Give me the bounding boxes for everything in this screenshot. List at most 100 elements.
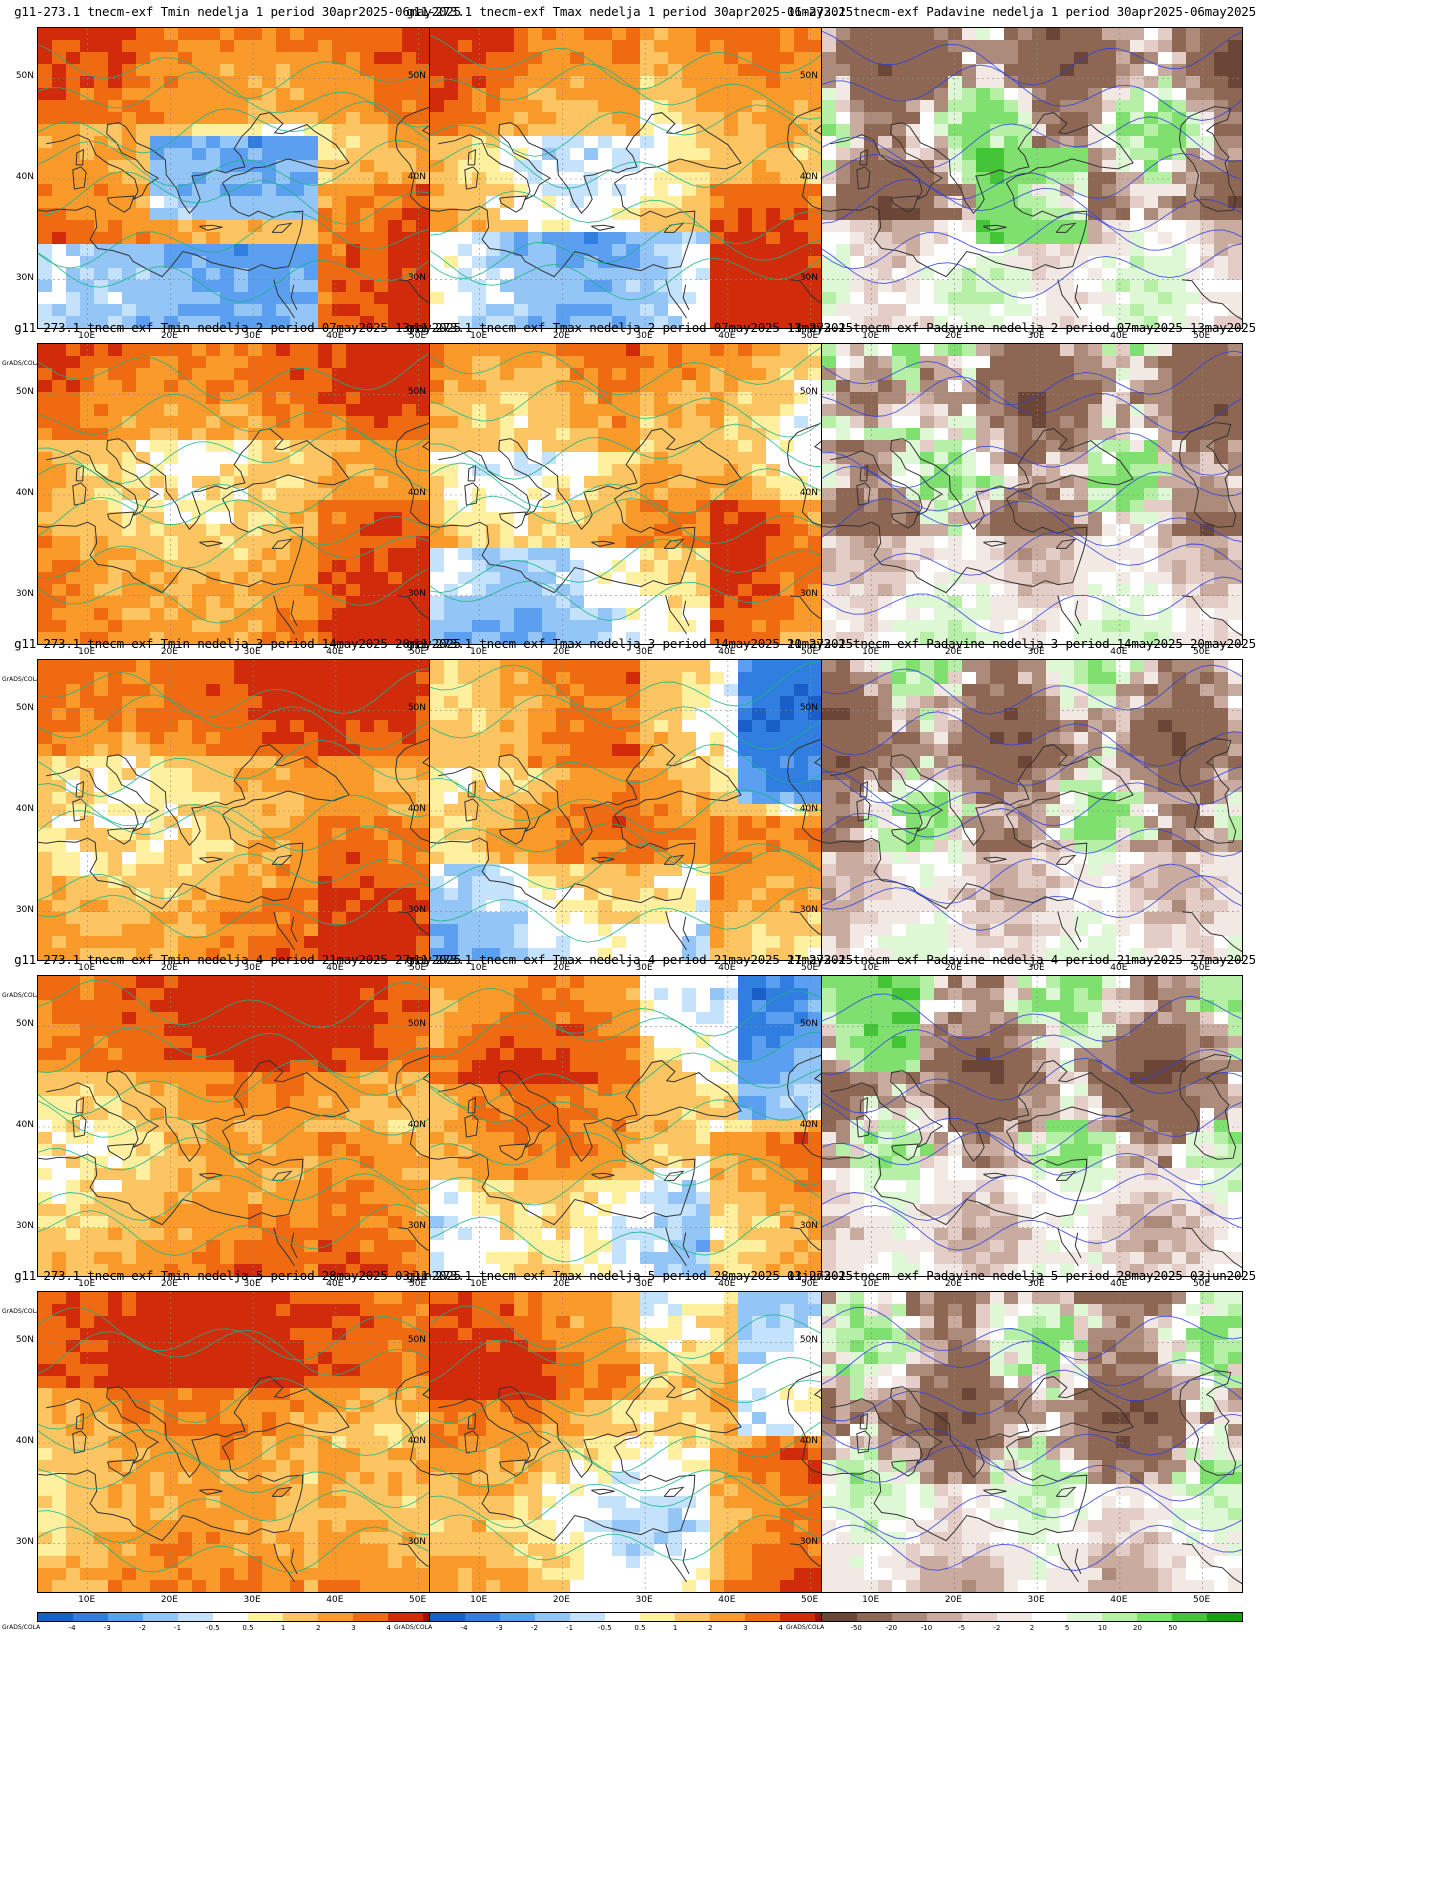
- color-bar-label: -5: [958, 1624, 966, 1632]
- lon-tick-label: 10E: [862, 963, 880, 973]
- lon-tick-label: 30E: [1027, 1279, 1045, 1289]
- panel-title: g11-273.1 tnecm-exf Tmax nedelja 5 perio…: [406, 1268, 853, 1283]
- lat-tick-label: 30N: [799, 588, 818, 599]
- color-bar-swatch: [283, 1613, 318, 1621]
- color-bar-label: -3: [495, 1624, 503, 1632]
- lon-tick-label: 30E: [243, 1279, 261, 1289]
- lon-tick-label: 40E: [326, 647, 344, 657]
- color-bar-label: -3: [103, 1624, 111, 1632]
- lat-tick-label: 30N: [15, 1220, 34, 1231]
- map-canvas: [822, 344, 1242, 644]
- map-canvas: [38, 1292, 458, 1592]
- color-bar-swatch: [710, 1613, 745, 1621]
- lat-tick-label: 50N: [799, 703, 818, 714]
- map-frame: [821, 1291, 1243, 1593]
- color-bar-swatch: [500, 1613, 535, 1621]
- panel-title: g11-273.1 tnecm-exf Tmin nedelja 5 perio…: [14, 1268, 461, 1283]
- lon-tick-label: 40E: [1110, 1279, 1128, 1289]
- map-frame: [821, 975, 1243, 1277]
- color-bar-swatch: [1102, 1613, 1137, 1621]
- lon-tick-label: 50E: [1193, 963, 1211, 973]
- lat-tick-label: 40N: [799, 488, 818, 498]
- lon-tick-label: 50E: [409, 1595, 427, 1605]
- map-canvas: [38, 344, 458, 644]
- color-bar-swatch: [178, 1613, 213, 1621]
- lat-tick-label: 30N: [407, 904, 426, 915]
- lon-tick-label: 30E: [635, 1595, 653, 1605]
- color-bar-swatch: [962, 1613, 997, 1621]
- lon-tick-label: 10E: [470, 1595, 488, 1605]
- color-bar-label: -2: [531, 1624, 538, 1632]
- lon-tick-label: 40E: [718, 1595, 736, 1605]
- color-bar-swatch: [213, 1613, 248, 1621]
- lat-tick-label: 50N: [15, 1335, 34, 1346]
- color-bar-swatch: [38, 1613, 73, 1621]
- color-bar-label: -2: [139, 1624, 146, 1632]
- color-bar-swatch: [1172, 1613, 1207, 1621]
- lon-tick-label: 30E: [243, 331, 261, 341]
- lon-tick-label: 10E: [470, 1279, 488, 1289]
- color-bar-label: 2: [1029, 1624, 1035, 1632]
- lat-tick-label: 50N: [407, 703, 426, 714]
- color-bar-swatch: [353, 1613, 388, 1621]
- color-bar-swatch: [73, 1613, 108, 1621]
- color-bar-label: 0.5: [242, 1624, 254, 1632]
- grads-credit: GrADS/COLA: [394, 1624, 433, 1631]
- color-bar-swatch: [535, 1613, 570, 1621]
- color-bar-label: -0.5: [205, 1624, 220, 1632]
- color-bar-label: -1: [566, 1624, 574, 1632]
- grads-credit: GrADS/COLA: [2, 992, 41, 999]
- map-panel: g11-273.1 tnecm-exf Tmin nedelja 5 perio…: [0, 1264, 475, 1643]
- grads-credit: GrADS/COLA: [2, 360, 41, 367]
- lat-tick-label: 40N: [407, 804, 426, 814]
- color-bar-label: 1: [672, 1624, 678, 1632]
- panel-title: g11-273.1 tnecm-exf Tmax nedelja 1 perio…: [406, 4, 853, 19]
- lat-tick-label: 30N: [15, 272, 34, 283]
- lon-tick-label: 50E: [801, 647, 819, 657]
- color-bar-label: -4: [68, 1624, 76, 1632]
- lon-tick-label: 10E: [78, 647, 96, 657]
- lon-tick-label: 10E: [78, 963, 96, 973]
- lon-tick-label: 50E: [1193, 331, 1211, 341]
- lon-tick-label: 10E: [862, 1279, 880, 1289]
- lat-tick-label: 30N: [799, 1220, 818, 1231]
- color-bar-label: 0.5: [634, 1624, 646, 1632]
- color-bar-label: -1: [174, 1624, 182, 1632]
- lon-tick-label: 50E: [409, 1279, 427, 1289]
- lon-tick-label: 10E: [862, 647, 880, 657]
- map-frame: [37, 1291, 459, 1593]
- lon-tick-label: 40E: [718, 1279, 736, 1289]
- panel-title: g11-273.1 tnecm-exf Tmax nedelja 3 perio…: [406, 636, 853, 651]
- map-canvas: [430, 660, 850, 960]
- map-panel: 11-273.1 tnecm-exf Padavine nedelja 4 pe…: [784, 948, 1259, 1327]
- panel-title: g11-273.1 tnecm-exf Tmax nedelja 2 perio…: [406, 320, 853, 335]
- color-bar-label: 20: [1133, 1624, 1142, 1632]
- lon-tick-label: 50E: [801, 331, 819, 341]
- lon-tick-label: 10E: [78, 1279, 96, 1289]
- lat-tick-label: 50N: [407, 1335, 426, 1346]
- lon-tick-label: 20E: [944, 963, 962, 973]
- lon-tick-label: 50E: [409, 963, 427, 973]
- lat-tick-label: 30N: [15, 904, 34, 915]
- lon-tick-label: 40E: [326, 1279, 344, 1289]
- lat-tick-label: 40N: [407, 488, 426, 498]
- color-bar-label: -50: [850, 1624, 862, 1632]
- lon-tick-label: 30E: [1027, 647, 1045, 657]
- color-bar-swatch: [318, 1613, 353, 1621]
- lon-tick-label: 20E: [944, 1595, 962, 1605]
- lat-tick-label: 30N: [407, 272, 426, 283]
- lon-tick-label: 40E: [1110, 331, 1128, 341]
- lon-tick-label: 50E: [1193, 647, 1211, 657]
- color-bar-swatch: [1032, 1613, 1067, 1621]
- lon-tick-label: 40E: [1110, 1595, 1128, 1605]
- color-bar-label: 5: [1064, 1624, 1070, 1632]
- lon-tick-label: 10E: [470, 331, 488, 341]
- lon-tick-label: 30E: [635, 331, 653, 341]
- lon-tick-label: 30E: [635, 647, 653, 657]
- lat-tick-label: 50N: [407, 71, 426, 82]
- map-canvas: [822, 976, 1242, 1276]
- map-panel: g11-273.1 tnecm-exf Tmin nedelja 2 perio…: [0, 316, 475, 695]
- lat-tick-label: 50N: [407, 1019, 426, 1030]
- panel-title: 11-273.1 tnecm-exf Padavine nedelja 5 pe…: [787, 1268, 1256, 1283]
